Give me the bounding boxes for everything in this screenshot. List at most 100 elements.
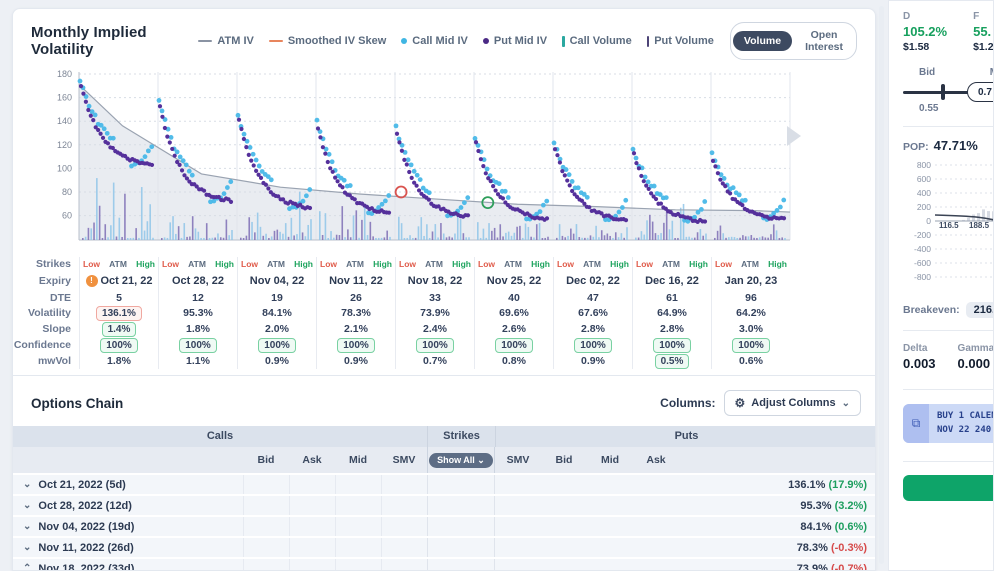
iv-change: (0.6%) bbox=[834, 520, 867, 533]
empty-cell bbox=[243, 559, 289, 570]
mwvol-cell-value: 1.8% bbox=[107, 355, 131, 367]
expiry-toggle[interactable]: ⌄ Nov 04, 2022 (19d) bbox=[13, 521, 243, 533]
adjust-columns-label: Adjust Columns bbox=[751, 397, 836, 409]
empty-cell bbox=[243, 496, 289, 515]
volatility-cell: 73.9% bbox=[395, 305, 474, 321]
row-label: Slope bbox=[42, 323, 71, 335]
adjust-columns-button[interactable]: ⚙ Adjust Columns ⌄ bbox=[723, 390, 861, 416]
row-label: mwVol bbox=[37, 355, 71, 367]
high-label: High bbox=[610, 259, 629, 269]
stat-label: D bbox=[903, 11, 911, 22]
toggle-volume[interactable]: Volume bbox=[732, 31, 793, 51]
greek-gamma: Gamma 0.000 bbox=[957, 343, 994, 371]
chevron-down-icon[interactable]: ⌄ bbox=[23, 542, 32, 553]
trade-button[interactable] bbox=[903, 475, 993, 501]
expiry-cell[interactable]: Jan 20, 23 bbox=[711, 271, 790, 290]
puts-col-smv[interactable]: SMV bbox=[506, 454, 530, 466]
vertical-scrollbar[interactable] bbox=[879, 6, 884, 564]
calls-col-mid[interactable]: Mid bbox=[348, 454, 368, 466]
chevron-down-icon[interactable]: ⌄ bbox=[23, 479, 32, 490]
options-chain-header: Options Chain Columns: ⚙ Adjust Columns … bbox=[13, 376, 875, 426]
empty-cell bbox=[381, 475, 427, 494]
chevron-down-icon[interactable]: ⌄ bbox=[23, 521, 32, 532]
expiry-toggle[interactable]: ⌄ Oct 28, 2022 (12d) bbox=[13, 500, 243, 512]
calls-col-bid[interactable]: Bid bbox=[257, 454, 275, 466]
iv-value: 78.3% bbox=[796, 541, 831, 554]
empty-cell bbox=[335, 538, 381, 557]
empty-cell bbox=[289, 517, 335, 536]
stat-percent: 55. bbox=[973, 24, 992, 39]
atm-label: ATM bbox=[741, 259, 759, 269]
slider-bid-label: Bid bbox=[919, 67, 936, 78]
svg-text:0: 0 bbox=[926, 216, 931, 226]
volatility-cell-value: 84.1% bbox=[262, 307, 292, 319]
expiry-cell[interactable]: Dec 16, 22 bbox=[632, 271, 711, 290]
calls-col-ask[interactable]: Ask bbox=[302, 454, 322, 466]
calls-col-smv[interactable]: SMV bbox=[392, 454, 416, 466]
chain-expiry-row[interactable]: ⌃ Nov 18, 2022 (33d) 73.9% (-0.7%) bbox=[13, 559, 875, 571]
chain-expiry-row[interactable]: ⌄ Oct 28, 2022 (12d) 95.3% (3.2%) bbox=[13, 496, 875, 515]
iv-value: 95.3% bbox=[800, 499, 835, 512]
show-all-button[interactable]: Show All ⌄ bbox=[429, 452, 493, 468]
expiry-toggle[interactable]: ⌃ Nov 18, 2022 (33d) bbox=[13, 563, 243, 571]
expiry-date: Nov 11, 22 bbox=[329, 274, 383, 287]
expiry-row-date: Nov 04, 2022 (19d) bbox=[38, 520, 135, 533]
order-summary-box[interactable]: ⧉ BUY 1 CALEN NOV 22 240 bbox=[903, 404, 993, 443]
svg-text:160: 160 bbox=[57, 93, 72, 103]
row-label: Volatility bbox=[28, 307, 71, 319]
confidence-row: Confidence 100% 100% 100% 100% 100% 100% 100% 10… bbox=[13, 337, 875, 353]
chain-expiry-row[interactable]: ⌄ Nov 11, 2022 (26d) 78.3% (-0.3%) bbox=[13, 538, 875, 557]
volatility-cell: 67.6% bbox=[553, 305, 632, 321]
volatility-cell: 64.2% bbox=[711, 305, 790, 321]
puts-col-mid[interactable]: Mid bbox=[600, 454, 620, 466]
dte-cell: 47 bbox=[553, 290, 632, 305]
expiry-cell[interactable]: ! Oct 21, 22 bbox=[79, 271, 158, 290]
expiry-cell[interactable]: Nov 04, 22 bbox=[237, 271, 316, 290]
svg-text:-200: -200 bbox=[914, 230, 931, 240]
puts-col-ask[interactable]: Ask bbox=[646, 454, 666, 466]
volatility-cell-value: 64.9% bbox=[657, 307, 687, 319]
expiry-cell[interactable]: Nov 11, 22 bbox=[316, 271, 395, 290]
strikes-filter-cell: Show All ⌄ bbox=[427, 447, 495, 473]
expiry-date: Dec 02, 22 bbox=[566, 274, 620, 287]
options-chain-title: Options Chain bbox=[31, 395, 124, 411]
slider-value-pill[interactable]: 0.7 bbox=[967, 82, 993, 102]
expiry-cell[interactable]: Nov 25, 22 bbox=[474, 271, 553, 290]
slope-cell-value: 2.6% bbox=[502, 323, 526, 335]
expiry-toggle[interactable]: ⌄ Oct 21, 2022 (5d) bbox=[13, 479, 243, 491]
row-iv-summary: 95.3% (3.2%) bbox=[679, 499, 875, 512]
volatility-row: Volatility 136.1% 95.3% 84.1% 78.3% 73.9% 69.6… bbox=[13, 305, 875, 321]
confidence-cell: 100% bbox=[632, 337, 711, 353]
toggle-open-interest[interactable]: Open Interest bbox=[794, 25, 854, 57]
confidence-cell-value: 100% bbox=[574, 337, 612, 353]
scroll-right-icon[interactable] bbox=[787, 126, 801, 146]
stat-f: F 55. $1.2 bbox=[973, 11, 993, 53]
svg-text:60: 60 bbox=[62, 211, 72, 221]
puts-col-bid[interactable]: Bid bbox=[555, 454, 573, 466]
dte-cell: 40 bbox=[474, 290, 553, 305]
legend-label: Smoothed IV Skew bbox=[287, 35, 387, 47]
chevron-up-icon[interactable]: ⌃ bbox=[23, 563, 32, 571]
expiry-cell[interactable]: Nov 18, 22 bbox=[395, 271, 474, 290]
mwvol-cell: 1.1% bbox=[158, 353, 237, 369]
chain-expiry-row[interactable]: ⌄ Oct 21, 2022 (5d) 136.1% (17.9%) bbox=[13, 475, 875, 494]
strikes-axis-row: Strikes Low ATM High Low ATM High Low ATM High Low… bbox=[13, 257, 875, 271]
low-label: Low bbox=[636, 259, 653, 269]
expiry-toggle[interactable]: ⌄ Nov 11, 2022 (26d) bbox=[13, 542, 243, 554]
row-label: Strikes bbox=[35, 258, 71, 270]
svg-text:180: 180 bbox=[57, 69, 72, 79]
chevron-down-icon[interactable]: ⌄ bbox=[23, 500, 32, 511]
legend-item-atm-iv: ATM IV bbox=[198, 35, 254, 47]
expiry-cell[interactable]: Dec 02, 22 bbox=[553, 271, 632, 290]
slider-handle[interactable] bbox=[941, 84, 945, 100]
chain-expiry-row[interactable]: ⌄ Nov 04, 2022 (19d) 84.1% (0.6%) bbox=[13, 517, 875, 536]
mwvol-cell: 0.9% bbox=[553, 353, 632, 369]
expiry-summary-table: Strikes Low ATM High Low ATM High Low ATM High Low… bbox=[13, 257, 875, 376]
iv-value: 84.1% bbox=[800, 520, 835, 533]
confidence-cell-value: 100% bbox=[416, 337, 454, 353]
slider-track[interactable]: 0.7 bbox=[903, 81, 993, 103]
low-label: Low bbox=[83, 259, 100, 269]
mwvol-cell-value: 0.7% bbox=[423, 355, 447, 367]
expiry-cell[interactable]: Oct 28, 22 bbox=[158, 271, 237, 290]
copy-icon[interactable]: ⧉ bbox=[903, 404, 929, 443]
